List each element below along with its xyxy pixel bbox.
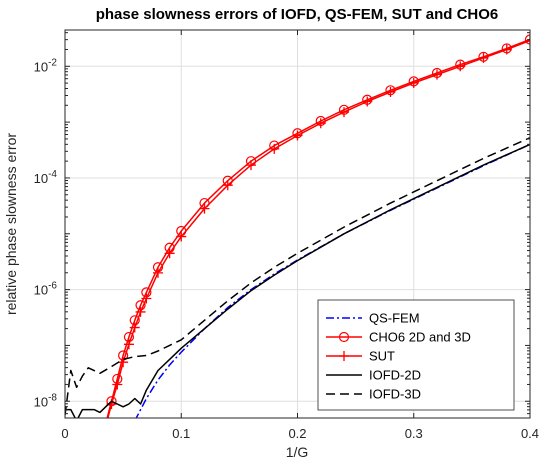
data-point-plus xyxy=(176,231,187,242)
data-point-plus xyxy=(246,160,256,171)
y-tick-base: 10 xyxy=(34,59,48,74)
y-tick-exponent: -4 xyxy=(48,169,57,180)
data-point-plus xyxy=(432,69,442,80)
x-tick-label: 0.4 xyxy=(521,426,539,441)
y-tick-base: 10 xyxy=(34,171,48,186)
y-tick-exponent: -2 xyxy=(48,57,57,68)
data-point-plus xyxy=(408,78,419,89)
data-point-plus xyxy=(135,306,146,317)
y-tick-exponent: -8 xyxy=(48,392,57,403)
data-point-plus xyxy=(362,96,373,107)
data-point-plus xyxy=(501,44,512,55)
data-point-plus xyxy=(118,357,129,368)
legend-label: IOFD-3D xyxy=(369,387,421,402)
y-axis-label: relative phase slowness error xyxy=(3,133,19,315)
series-layer xyxy=(65,34,530,418)
data-point-plus xyxy=(339,107,349,118)
data-point-plus xyxy=(478,52,489,63)
legend-marker-plus xyxy=(339,351,349,361)
legend-label: CHO6 2D and 3D xyxy=(369,330,471,345)
data-point-plus xyxy=(525,35,530,46)
y-tick-base: 10 xyxy=(34,394,48,409)
legend: QS-FEM CHO6 2D and 3D SUT IOFD-2D IOFD-3D xyxy=(317,299,515,411)
y-tick-label: 10-4 xyxy=(34,169,58,186)
x-tick-label: 0.3 xyxy=(405,426,423,441)
series-line-iofd-3d xyxy=(65,137,530,416)
data-point-circle xyxy=(524,34,530,45)
data-point-plus xyxy=(129,322,140,333)
data-point-plus xyxy=(164,248,175,259)
y-tick-label: 10-8 xyxy=(34,392,58,409)
legend-marker-circle xyxy=(338,331,350,343)
y-tick-base: 10 xyxy=(34,283,48,298)
y-tick-labels: 10-810-610-410-2 xyxy=(34,57,58,409)
data-point-plus xyxy=(112,379,123,390)
y-tick-label: 10-6 xyxy=(34,281,58,298)
series-line-sut xyxy=(107,39,530,418)
data-point-plus xyxy=(153,267,163,278)
data-point-plus xyxy=(455,61,466,72)
data-point-plus xyxy=(141,293,152,304)
legend-label: IOFD-2D xyxy=(369,368,421,383)
data-point-plus xyxy=(222,180,233,191)
tick-marks xyxy=(64,30,531,418)
data-point-plus xyxy=(269,143,280,154)
data-point-plus xyxy=(315,118,326,129)
legend-label: QS-FEM xyxy=(369,311,420,326)
x-axis-label: 1/G xyxy=(286,444,309,460)
x-tick-label: 0.1 xyxy=(172,426,190,441)
data-point-plus xyxy=(292,130,303,141)
legend-box xyxy=(317,299,515,411)
data-point-plus xyxy=(123,339,134,350)
data-point-plus xyxy=(385,86,396,97)
series-line-iofd-2d xyxy=(65,143,530,418)
legend-label: SUT xyxy=(369,349,395,364)
chart-title: phase slowness errors of IOFD, QS-FEM, S… xyxy=(96,6,499,23)
x-tick-label: 0 xyxy=(61,426,68,441)
x-tick-label: 0.2 xyxy=(288,426,306,441)
data-point-plus xyxy=(199,203,210,214)
x-tick-labels: 0 0.1 0.2 0.3 0.4 xyxy=(61,426,539,441)
y-tick-label: 10-2 xyxy=(34,57,58,74)
y-tick-exponent: -6 xyxy=(48,281,57,292)
